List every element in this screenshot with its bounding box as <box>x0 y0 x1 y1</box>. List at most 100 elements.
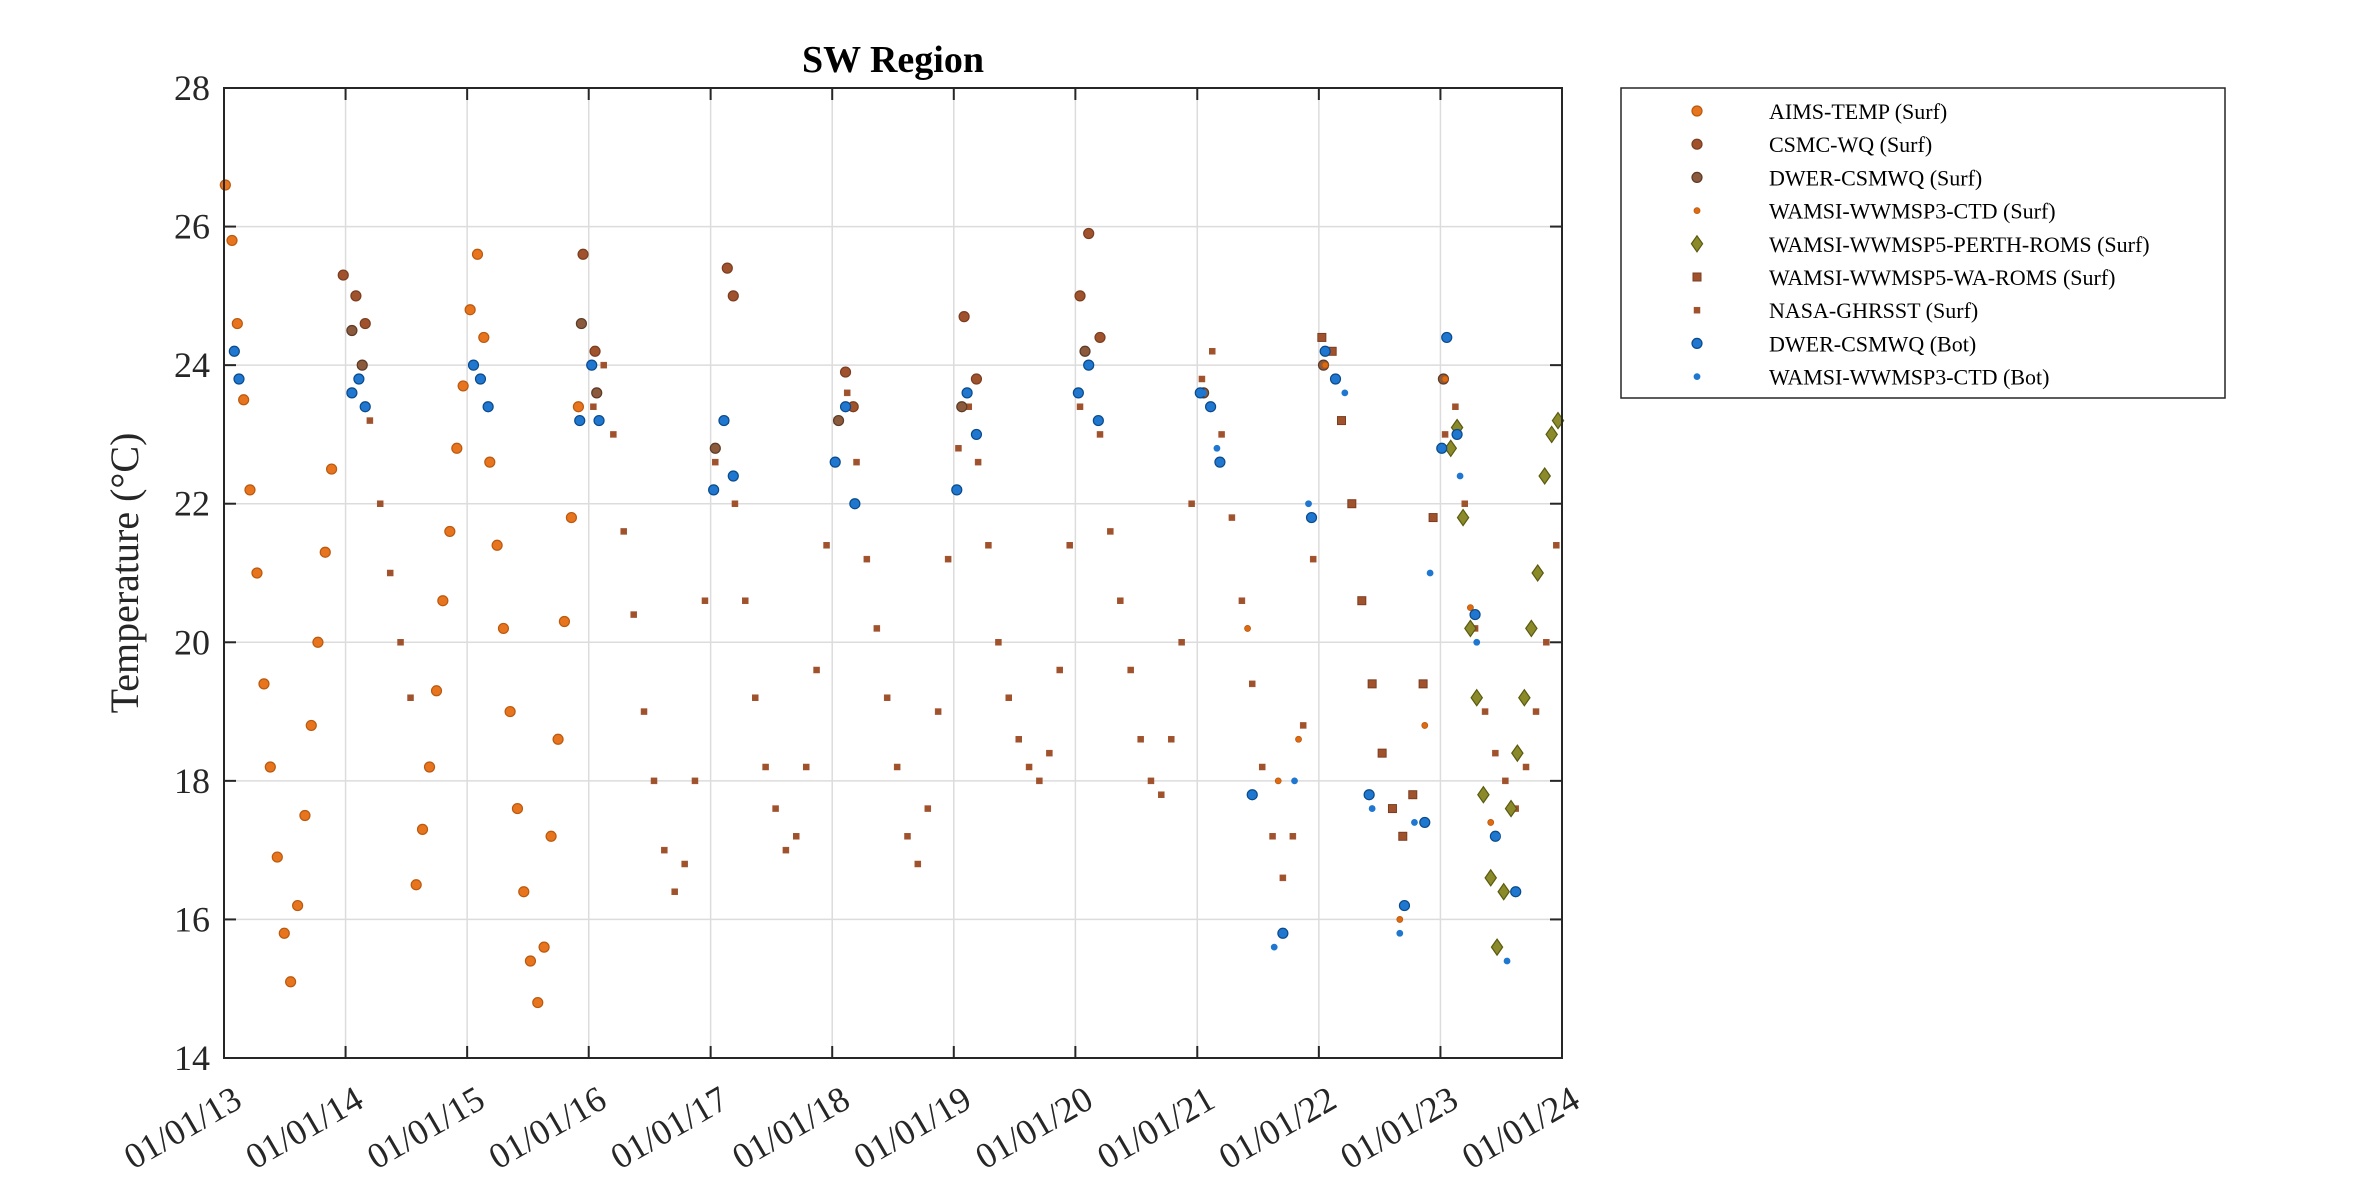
data-point <box>802 763 810 771</box>
data-point <box>292 899 304 912</box>
data-point <box>484 456 496 468</box>
chart-title: SW Region <box>802 39 984 81</box>
data-point <box>1503 957 1511 965</box>
legend-entry: DWER-CSMWQ (Surf) <box>1769 165 1982 190</box>
data-point <box>1443 334 1451 341</box>
data-point <box>1419 816 1431 829</box>
data-point <box>727 470 739 482</box>
data-point <box>718 414 730 427</box>
data-point <box>1510 886 1522 898</box>
data-point <box>366 417 374 424</box>
data-point <box>478 331 490 344</box>
data-point <box>386 569 394 577</box>
data-point <box>497 622 510 635</box>
data-point <box>467 359 480 371</box>
data-point <box>271 851 283 863</box>
data-point <box>416 823 429 835</box>
data-point <box>552 733 564 745</box>
data-point <box>1258 763 1266 771</box>
data-point <box>1368 805 1376 812</box>
series-5 <box>1317 332 1438 841</box>
data-point <box>451 442 463 454</box>
legend-entry: WAMSI-WWMSP3-CTD (Surf) <box>1769 199 2056 224</box>
data-point <box>1025 763 1033 771</box>
data-point <box>1441 375 1449 383</box>
data-point <box>883 694 891 701</box>
data-point <box>1396 916 1404 923</box>
data-point <box>1083 227 1095 240</box>
data-point <box>691 777 699 785</box>
data-point <box>762 763 769 771</box>
data-point <box>1295 735 1302 743</box>
data-point <box>228 345 240 357</box>
y-axis-label: Temperature (°C) <box>102 433 147 714</box>
data-point <box>1511 744 1524 763</box>
data-point <box>721 262 733 274</box>
data-point <box>305 719 317 732</box>
data-point <box>1094 331 1106 344</box>
data-point <box>1309 555 1317 563</box>
data-point <box>661 846 668 854</box>
data-point <box>1188 500 1195 507</box>
data-point <box>1127 666 1134 674</box>
series-6 <box>346 348 1560 895</box>
data-point <box>1522 763 1530 771</box>
data-point <box>995 639 1002 646</box>
data-point <box>244 484 256 496</box>
data-point <box>1467 604 1474 612</box>
data-point <box>312 636 324 648</box>
data-point <box>1421 722 1429 729</box>
data-point <box>1518 688 1531 707</box>
data-point <box>337 269 349 281</box>
data-point <box>572 401 585 413</box>
x-tick-label: 01/01/21 <box>1090 1078 1221 1177</box>
y-tick-label: 24 <box>174 345 210 385</box>
data-point <box>1209 348 1216 355</box>
legend-marker <box>1693 207 1701 215</box>
data-point <box>709 442 721 454</box>
data-point <box>1461 500 1468 507</box>
x-tick-label: 01/01/14 <box>239 1078 370 1177</box>
data-point <box>423 761 436 773</box>
data-point <box>430 685 443 697</box>
data-point <box>1367 679 1377 689</box>
data-point <box>1347 499 1357 509</box>
data-point <box>1473 638 1481 646</box>
data-point <box>474 373 487 385</box>
data-point <box>701 597 709 604</box>
data-point <box>924 805 932 812</box>
data-point <box>1398 831 1408 841</box>
data-point <box>1158 791 1165 798</box>
x-tick-label: 01/01/13 <box>117 1078 248 1177</box>
data-point <box>471 248 484 260</box>
series-2 <box>346 317 1450 454</box>
data-point <box>407 694 414 701</box>
data-point <box>974 458 982 466</box>
data-point <box>1213 444 1221 452</box>
data-point <box>1444 439 1458 458</box>
data-point <box>325 463 338 475</box>
data-point <box>350 290 362 302</box>
legend-marker <box>1691 171 1703 183</box>
data-point <box>1015 736 1022 743</box>
data-point <box>591 387 603 399</box>
data-point <box>590 403 597 410</box>
data-point <box>630 611 637 618</box>
data-point <box>1357 596 1367 606</box>
data-point <box>532 996 544 1009</box>
data-point <box>839 401 852 413</box>
data-point <box>873 625 881 632</box>
data-point <box>1408 790 1418 800</box>
data-point <box>944 555 952 563</box>
legend-box <box>1620 87 2226 399</box>
data-point <box>1545 425 1559 444</box>
data-point <box>1083 359 1095 371</box>
data-point <box>671 888 678 895</box>
data-point <box>904 833 911 840</box>
series-7 <box>228 331 1522 939</box>
data-point <box>545 830 557 842</box>
data-points <box>219 179 1565 1009</box>
x-tick-label: 01/01/20 <box>968 1078 1099 1177</box>
data-point <box>376 500 384 507</box>
